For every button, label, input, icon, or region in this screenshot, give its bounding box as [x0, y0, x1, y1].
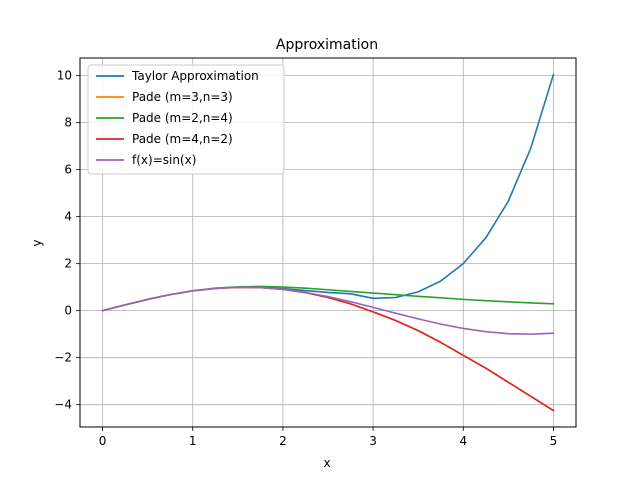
x-tick-label: 3	[369, 434, 377, 448]
axes-frame	[79, 57, 577, 428]
legend-label: Pade (m=2,n=4)	[132, 111, 233, 125]
chart-title: Approximation	[276, 37, 378, 53]
series-line-3	[101, 286, 555, 412]
legend: Taylor Approximation Pade (m=3,n=3) Pade (…	[87, 64, 285, 175]
series-line-1	[101, 286, 555, 412]
x-tick-label: 2	[279, 434, 287, 448]
legend-box	[87, 64, 285, 175]
x-tick-label: 0	[99, 434, 107, 448]
x-tick-label: 1	[189, 434, 197, 448]
series-line-2	[101, 285, 555, 312]
x-tick-label: 4	[459, 434, 467, 448]
legend-label: Pade (m=3,n=3)	[132, 90, 233, 104]
x-tick-label: 5	[550, 434, 558, 448]
y-tick-label: 2	[64, 257, 72, 271]
legend-label: Taylor Approximation	[131, 69, 259, 83]
y-axis-label: y	[30, 239, 44, 246]
series-line-4	[101, 286, 555, 335]
y-tick-label: 8	[64, 116, 72, 130]
ticks: 0 1 2 3 4 5 −4 −2 0 2 4 6 8 10	[54, 69, 557, 448]
y-tick-label: 4	[64, 210, 72, 224]
y-tick-label: 6	[64, 163, 72, 177]
axes	[79, 57, 577, 428]
y-tick-label: −2	[54, 351, 72, 365]
y-tick-label: −4	[54, 398, 72, 412]
series-lines	[101, 73, 555, 412]
x-axis-label: x	[323, 456, 330, 470]
y-tick-label: 0	[64, 304, 72, 318]
y-tick-label: 10	[57, 69, 72, 83]
legend-label: Pade (m=4,n=2)	[132, 132, 233, 146]
legend-label: f(x)=sin(x)	[132, 153, 196, 167]
